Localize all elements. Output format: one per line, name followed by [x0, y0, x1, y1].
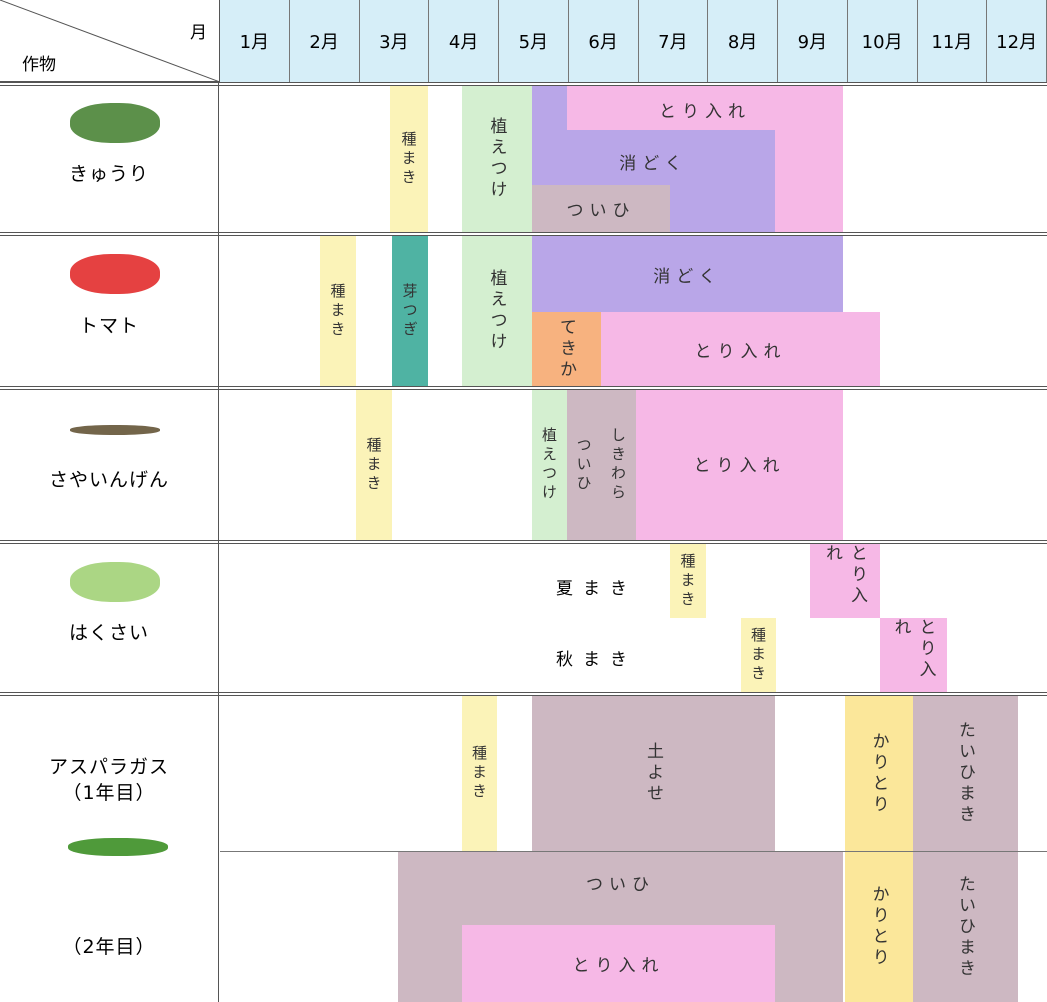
crop-icon: [68, 838, 168, 856]
task-bar: たいひまき: [913, 696, 1018, 851]
task-bar: とり入れ: [636, 390, 843, 540]
crop-name: さやいんげん: [48, 469, 169, 491]
task-bar: 種まき: [670, 544, 706, 618]
crop-name: きゅうり: [68, 162, 149, 185]
task-bar-part: [532, 86, 567, 130]
month-header-cell: 3月: [359, 0, 430, 82]
task-bar: 土よせ: [532, 696, 775, 851]
crop-icon: [70, 562, 160, 602]
task-bar: 種まき: [390, 86, 428, 232]
corner-cell: 月 作物: [0, 0, 220, 82]
task-bar: とり入れ: [462, 925, 775, 1002]
task-bar: てきか: [532, 312, 601, 386]
crop-name: はくさい: [68, 622, 149, 644]
row-separator: [0, 386, 1047, 390]
crop-header: 作物: [22, 55, 56, 75]
task-bar: とり入れ: [880, 618, 947, 692]
task-bar: 消どく: [532, 236, 843, 312]
task-bar: とり入れ: [810, 544, 880, 618]
row-separator: [0, 82, 1047, 86]
sublabel: （2年目）: [62, 936, 156, 958]
task-bar: かりとり: [845, 852, 913, 1002]
month-header-cell: 11月: [917, 0, 988, 82]
crop-icon: [70, 425, 160, 435]
month-header-cell: 10月: [847, 0, 918, 82]
month-header-cell: 7月: [638, 0, 709, 82]
crop-name: トマト: [78, 315, 139, 337]
corner-diagonal: [0, 0, 220, 82]
month-header-cell: 1月: [220, 0, 290, 82]
label-divider: [218, 82, 219, 1002]
month-header-cell: 12月: [987, 0, 1047, 82]
row-separator: [0, 540, 1047, 544]
month-header-cell: 8月: [708, 0, 778, 82]
task-bar: 種まき: [320, 236, 356, 386]
crop-name: アスパラガス: [48, 756, 169, 778]
month-header-cell: 4月: [429, 0, 499, 82]
task-bar: 芽つぎ: [392, 236, 428, 386]
month-header-cell: 2月: [289, 0, 360, 82]
month-header: 月: [190, 23, 207, 43]
task-bar: 植えつけ: [532, 390, 567, 540]
month-header-cell: 5月: [499, 0, 569, 82]
task-bar: 植えつけ: [462, 236, 532, 386]
task-bar: 種まき: [741, 618, 776, 692]
task-bar: かりとり: [845, 696, 913, 851]
task-bar: 種まき: [356, 390, 392, 540]
row-separator: [0, 232, 1047, 236]
task-bar: しきわら: [601, 390, 636, 540]
task-bar: 植えつけ: [462, 86, 532, 232]
crop-icon: [70, 103, 160, 143]
sublabel: 夏まき: [556, 579, 637, 599]
sublabel: （1年目）: [62, 782, 156, 804]
row-separator: [0, 692, 1047, 696]
crop-icon: [70, 254, 160, 294]
task-bar: 種まき: [462, 696, 497, 851]
task-bar: ついひ: [567, 390, 601, 540]
sub-separator: [220, 851, 1047, 852]
task-bar: ついひ: [532, 185, 670, 232]
month-header-cell: 6月: [568, 0, 639, 82]
task-bar: とり入れ: [601, 312, 880, 386]
sublabel: 秋まき: [556, 650, 637, 670]
month-header-cell: 9月: [778, 0, 848, 82]
task-bar: たいひまき: [913, 852, 1018, 1002]
